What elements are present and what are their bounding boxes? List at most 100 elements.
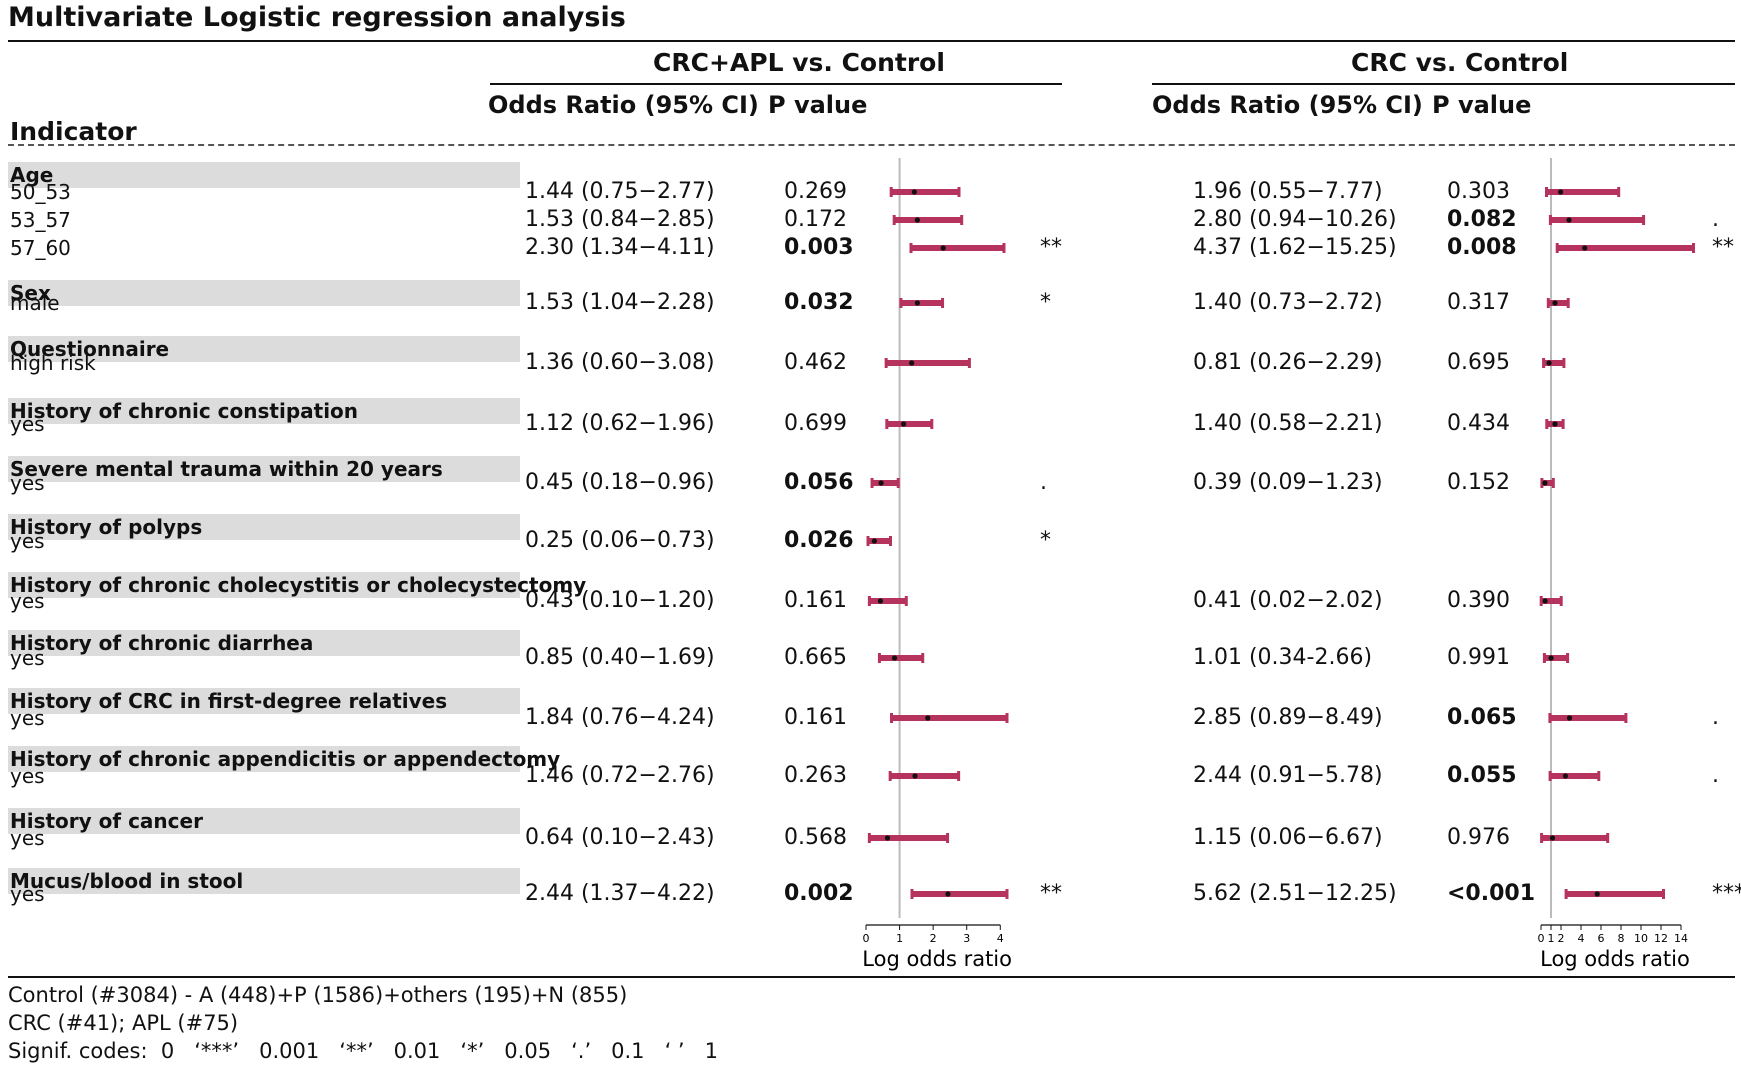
or-ci-value: 1.44 (0.75−2.77) [525,179,715,204]
group-band [8,630,520,656]
row-label: yes [10,882,45,906]
or-ci-value: 2.44 (0.91−5.78) [1193,763,1383,788]
row-label: yes [10,412,45,436]
group1-underline [490,83,1062,85]
or-point [1594,891,1600,897]
group-label: History of chronic cholecystitis or chol… [10,573,587,597]
group-band [8,456,520,482]
group-band [8,688,520,714]
group-band [8,572,520,598]
or-point [1566,217,1572,223]
group2-p-header: P value [1432,91,1532,119]
or-ci-value: 0.43 (0.10−1.20) [525,588,715,613]
p-value: 0.976 [1447,825,1510,850]
or-point [940,245,946,251]
x-tick-label: 12 [1654,932,1668,945]
x-tick-label: 6 [1598,932,1605,945]
p-value: <0.001 [1447,881,1536,906]
group-band [8,336,520,362]
or-ci-value: 1.12 (0.62−1.96) [525,411,715,436]
or-point [1552,421,1558,427]
or-ci-value: 1.53 (1.04−2.28) [525,290,715,315]
x-tick-label: 1 [1548,932,1555,945]
or-point [1566,715,1573,721]
group-band [8,868,520,894]
row-label: yes [10,706,45,730]
p-value: 0.032 [784,290,854,315]
x-tick-label: 1 [896,932,903,945]
row-label: yes [10,529,45,553]
or-ci-value: 1.96 (0.55−7.77) [1193,179,1383,204]
significance-mark: . [1712,763,1719,788]
x-tick-label: 0 [1538,932,1545,945]
p-value: 0.002 [784,881,854,906]
group-label: Mucus/blood in stool [10,869,244,893]
row-label: yes [10,589,45,613]
p-value: 0.568 [784,825,847,850]
group2-title: CRC vs. Control [1351,48,1569,77]
group1-p-header: P value [768,91,868,119]
or-point [1548,655,1554,661]
bottom-rule [8,976,1735,978]
x-tick-label: 3 [963,932,970,945]
or-point [878,480,884,486]
group1-title: CRC+APL vs. Control [653,48,945,77]
or-ci-value: 1.53 (0.84−2.85) [525,207,715,232]
group-label: History of cancer [10,809,203,833]
or-point [1558,189,1564,195]
significance-mark: *** [1712,881,1741,906]
significance-mark: . [1712,207,1719,232]
p-value: 0.026 [784,528,854,553]
x-tick-label: 2 [930,932,937,945]
or-point [877,598,884,604]
significance-mark: . [1040,470,1047,495]
row-label: yes [10,826,45,850]
group-band [8,280,520,306]
or-point [1549,835,1556,841]
or-ci-value: 0.85 (0.40−1.69) [525,645,715,670]
significance-mark: * [1040,290,1051,315]
group2-or-header: Odds Ratio (95% CI) [1152,91,1423,119]
p-value: 0.269 [784,179,847,204]
p-value: 0.003 [784,235,854,260]
row-label: male [10,291,60,315]
p-value: 0.699 [784,411,847,436]
or-point [925,715,931,721]
group-band [8,398,520,424]
or-point [911,189,917,195]
or-ci-value: 1.40 (0.58−2.21) [1193,411,1383,436]
group-label: History of chronic appendicitis or appen… [10,747,561,771]
group-label: Age [10,163,54,187]
p-value: 0.172 [784,207,847,232]
or-ci-value: 1.84 (0.76−4.24) [525,705,715,730]
or-ci-value: 1.15 (0.06−6.67) [1193,825,1383,850]
or-ci-value: 4.37 (1.62−15.25) [1193,235,1397,260]
row-label: yes [10,646,45,670]
p-value: 0.390 [1447,588,1510,613]
x-tick-label: 4 [1578,932,1585,945]
group-label: History of chronic diarrhea [10,631,314,655]
row-label: high risk [10,351,96,375]
group1-or-header: Odds Ratio (95% CI) [488,91,759,119]
or-ci-value: 1.01 (0.34-2.66) [1193,645,1373,670]
or-point [909,360,915,366]
p-value: 0.263 [784,763,847,788]
or-point [1546,360,1552,366]
x-tick-label: 0 [863,932,870,945]
p-value: 0.055 [1447,763,1517,788]
row-label: 53_57 [10,208,71,232]
or-point [1542,480,1548,486]
p-value: 0.008 [1447,235,1517,260]
or-ci-value: 5.62 (2.51−12.25) [1193,881,1397,906]
or-ci-value: 2.85 (0.89−8.49) [1193,705,1383,730]
or-ci-value: 0.64 (0.10−2.43) [525,825,715,850]
or-ci-value: 0.41 (0.02−2.02) [1193,588,1383,613]
group-band [8,162,520,188]
group-label: History of chronic constipation [10,399,359,423]
or-ci-value: 2.44 (1.37−4.22) [525,881,715,906]
or-point [912,773,918,779]
group-label: History of polyps [10,515,203,539]
or-point [1552,300,1558,306]
